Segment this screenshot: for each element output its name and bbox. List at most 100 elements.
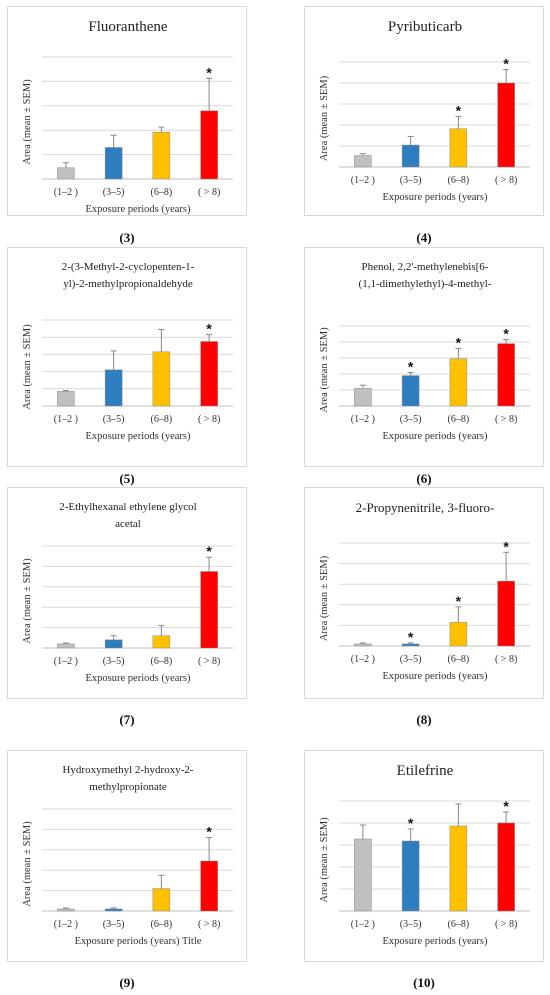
bar xyxy=(449,128,468,168)
x-tick-label: (6–8) xyxy=(448,654,470,665)
chart-svg: Fluoranthene Area (mean ± SEM) (1–2 ) (3–5)… xyxy=(22,19,233,215)
panel-caption: (8) xyxy=(416,712,432,727)
bar xyxy=(354,838,372,912)
bar xyxy=(152,131,171,180)
chart-title: 2-Propynenitrile, 3-fluoro- xyxy=(356,500,495,515)
significance-marker: * xyxy=(408,629,414,645)
x-tick-label: (3–5) xyxy=(400,175,422,186)
chart-panel: 2-Propynenitrile, 3-fluoro- Area (mean ± … xyxy=(304,487,544,699)
bar xyxy=(200,571,218,649)
significance-marker: * xyxy=(206,543,212,559)
bar xyxy=(497,343,515,407)
bar xyxy=(401,144,420,168)
bar xyxy=(57,391,75,407)
bar xyxy=(449,825,468,912)
bar xyxy=(57,167,75,180)
y-axis-label: Area (mean ± SEM) xyxy=(22,558,33,644)
panel-caption: (7) xyxy=(119,712,135,727)
panel-caption: (3) xyxy=(119,230,135,245)
x-tick-label: (1–2 ) xyxy=(351,175,375,186)
chart-title: 2-Ethylhexanal ethylene glycol xyxy=(59,501,196,513)
panel-caption: (5) xyxy=(119,471,135,486)
x-tick-label: (1–2 ) xyxy=(351,919,375,930)
significance-marker: * xyxy=(456,334,462,350)
x-tick-label: (6–8) xyxy=(151,919,173,930)
x-tick-label: ( > 8) xyxy=(495,175,517,186)
chart-title: Hydroxymethyl 2-hydroxy-2- xyxy=(62,764,193,776)
x-axis-label: Exposure periods (years) xyxy=(86,673,191,684)
chart-panel: Fluoranthene Area (mean ± SEM) (1–2 ) (3–5)… xyxy=(7,6,247,216)
x-tick-label: ( > 8) xyxy=(495,654,517,665)
bar xyxy=(354,643,372,647)
significance-marker: * xyxy=(206,321,212,337)
x-axis-label: Exposure periods (years) xyxy=(383,192,488,203)
significance-marker: * xyxy=(206,824,212,840)
significance-marker: * xyxy=(503,798,509,814)
bar xyxy=(354,155,372,168)
chart-panel: 2-Ethylhexanal ethylene glycol acetal Area… xyxy=(7,487,247,699)
bar xyxy=(497,580,515,647)
panel-caption: (9) xyxy=(119,975,135,990)
x-tick-label: (1–2 ) xyxy=(54,187,78,198)
chart-svg: 2-Propynenitrile, 3-fluoro- Area (mean ± … xyxy=(319,500,530,682)
bar xyxy=(200,860,218,912)
x-tick-label: (6–8) xyxy=(448,175,470,186)
y-axis-label: Area (mean ± SEM) xyxy=(319,817,330,903)
y-axis-label: Area (mean ± SEM) xyxy=(22,79,33,165)
x-tick-label: (3–5) xyxy=(103,919,125,930)
chart-title: methylpropionate xyxy=(89,781,167,793)
chart-title: yl)-2-methylpropionaldehyde xyxy=(63,278,193,290)
x-tick-label: (1–2 ) xyxy=(351,654,375,665)
y-axis-label: Area (mean ± SEM) xyxy=(319,327,330,413)
chart-svg: 2-(3-Methyl-2-cyclopenten-1- yl)-2-methyl… xyxy=(22,261,233,442)
bar xyxy=(200,110,218,180)
x-tick-label: (3–5) xyxy=(400,654,422,665)
chart-title: Etilefrine xyxy=(397,763,454,779)
x-axis-label: Exposure periods (years) xyxy=(383,671,488,682)
x-tick-label: ( > 8) xyxy=(198,187,220,198)
x-tick-label: (6–8) xyxy=(151,187,173,198)
bar xyxy=(354,388,372,407)
x-axis-label: Exposure periods (years) xyxy=(86,431,191,442)
x-tick-label: ( > 8) xyxy=(198,919,220,930)
significance-marker: * xyxy=(408,815,414,831)
x-tick-label: ( > 8) xyxy=(198,414,220,425)
x-tick-label: ( > 8) xyxy=(495,919,517,930)
chart-title: 2-(3-Methyl-2-cyclopenten-1- xyxy=(62,261,195,273)
x-tick-label: (1–2 ) xyxy=(54,656,78,667)
significance-marker: * xyxy=(408,358,414,374)
chart-svg: Hydroxymethyl 2-hydroxy-2- methylpropiona… xyxy=(22,764,233,947)
chart-title: Phenol, 2,2'-methylenebis[6- xyxy=(362,261,489,273)
chart-panel: 2-(3-Methyl-2-cyclopenten-1- yl)-2-methyl… xyxy=(7,247,247,467)
significance-marker: * xyxy=(503,56,509,72)
x-tick-label: (6–8) xyxy=(448,414,470,425)
significance-marker: * xyxy=(206,64,212,80)
y-axis-label: Area (mean ± SEM) xyxy=(22,324,33,410)
x-tick-label: (6–8) xyxy=(151,414,173,425)
x-axis-label: Exposure periods (years) Title xyxy=(75,936,202,947)
chart-title: acetal xyxy=(115,518,141,530)
panel-caption: (4) xyxy=(416,230,432,245)
significance-marker: * xyxy=(456,102,462,118)
x-tick-label: (3–5) xyxy=(400,414,422,425)
chart-panel: Phenol, 2,2'-methylenebis[6- (1,1-dimethy… xyxy=(304,247,544,467)
x-tick-label: ( > 8) xyxy=(495,414,517,425)
chart-panel: Etilefrine Area (mean ± SEM) (1–2 ) * (3–5) (… xyxy=(304,750,544,962)
bar xyxy=(104,639,123,649)
bar xyxy=(449,622,468,647)
chart-panel: Hydroxymethyl 2-hydroxy-2- methylpropiona… xyxy=(7,750,247,962)
chart-svg: Pyributicarb Area (mean ± SEM) (1–2 ) (3–5)… xyxy=(319,19,530,203)
x-tick-label: (1–2 ) xyxy=(351,414,375,425)
bar xyxy=(104,908,123,912)
bar xyxy=(497,82,515,168)
chart-svg: Etilefrine Area (mean ± SEM) (1–2 ) * (3–5) (… xyxy=(319,763,530,947)
x-tick-label: (3–5) xyxy=(400,919,422,930)
bar xyxy=(57,908,75,912)
x-tick-label: (3–5) xyxy=(103,414,125,425)
x-tick-label: (1–2 ) xyxy=(54,919,78,930)
bar xyxy=(152,888,171,912)
x-axis-label: Exposure periods (years) xyxy=(383,936,488,947)
panel-caption: (6) xyxy=(416,471,432,486)
bar xyxy=(401,375,420,407)
chart-panel: Pyributicarb Area (mean ± SEM) (1–2 ) (3–5)… xyxy=(304,6,544,216)
